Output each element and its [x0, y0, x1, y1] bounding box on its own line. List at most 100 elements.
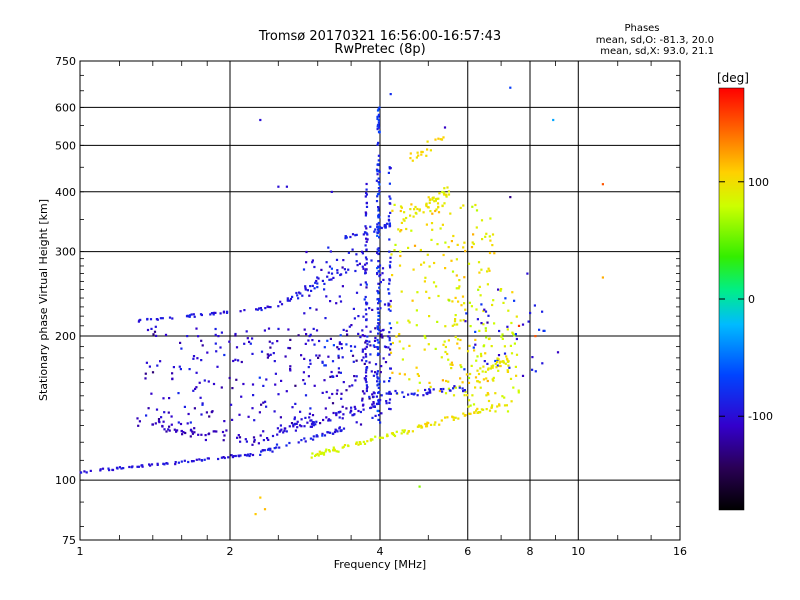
- echo-point: [349, 345, 353, 348]
- echo-point: [428, 265, 431, 268]
- echo-point: [360, 359, 364, 362]
- echo-point: [172, 366, 175, 369]
- echo-point: [260, 450, 263, 453]
- echo-point: [475, 209, 479, 212]
- echo-point: [437, 211, 441, 214]
- echo-point: [377, 214, 380, 217]
- echo-point: [365, 367, 368, 370]
- echo-point: [216, 365, 219, 368]
- echo-point: [333, 430, 337, 434]
- echo-point: [338, 416, 341, 419]
- echo-point: [464, 308, 467, 311]
- echo-point: [399, 250, 402, 253]
- echo-point: [377, 206, 380, 209]
- echo-point: [456, 323, 459, 326]
- echo-point: [203, 379, 206, 382]
- echo-point: [330, 267, 333, 270]
- echo-point: [325, 448, 328, 451]
- echo-point: [186, 335, 189, 338]
- echo-point: [354, 379, 357, 382]
- echo-point: [458, 279, 461, 282]
- echo-point: [365, 355, 368, 358]
- echo-point: [259, 118, 262, 122]
- echo-point: [353, 375, 356, 378]
- echo-point: [377, 311, 380, 314]
- echo-point: [492, 379, 495, 382]
- echo-point: [297, 334, 300, 337]
- echo-point: [316, 452, 319, 456]
- echo-point: [361, 397, 364, 400]
- echo-point: [444, 325, 447, 328]
- echo-point: [493, 322, 496, 325]
- echo-point: [273, 410, 276, 413]
- echo-point: [238, 436, 242, 439]
- echo-point: [201, 344, 204, 347]
- echo-point: [288, 425, 291, 428]
- echo-point: [417, 425, 421, 428]
- echo-point: [341, 446, 344, 449]
- echo-point: [486, 283, 489, 286]
- echo-point: [137, 465, 140, 468]
- echo-point: [429, 149, 432, 152]
- echo-point: [302, 268, 306, 271]
- echo-point: [514, 365, 517, 368]
- echo-point: [498, 329, 501, 333]
- echo-point: [316, 286, 319, 289]
- echo-point: [80, 471, 83, 474]
- echo-point: [394, 243, 397, 246]
- echo-point: [337, 356, 340, 359]
- echo-point: [389, 392, 392, 395]
- echo-point: [506, 328, 509, 331]
- echo-point: [386, 433, 389, 436]
- echo-point: [375, 200, 379, 203]
- echo-point: [397, 228, 400, 231]
- echo-point: [289, 367, 292, 371]
- echo-point: [365, 369, 368, 372]
- echo-point: [156, 318, 159, 321]
- echo-point: [497, 288, 500, 291]
- echo-point: [365, 191, 368, 194]
- echo-point: [486, 379, 489, 383]
- echo-point: [377, 228, 380, 231]
- echo-point: [444, 267, 447, 270]
- echo-point: [385, 346, 388, 349]
- echo-point: [457, 417, 460, 420]
- echo-point: [365, 182, 368, 186]
- echo-point: [474, 338, 477, 341]
- echo-point: [151, 371, 155, 374]
- echo-point: [376, 267, 379, 270]
- echo-point: [322, 453, 326, 456]
- echo-point: [431, 212, 434, 215]
- echo-point: [265, 378, 268, 381]
- echo-point: [163, 411, 166, 414]
- echo-point: [388, 278, 391, 281]
- echo-point: [364, 371, 368, 374]
- echo-point: [83, 470, 86, 473]
- echo-point: [377, 341, 380, 344]
- echo-point: [462, 390, 465, 393]
- echo-point: [454, 314, 457, 317]
- echo-point: [426, 140, 429, 143]
- echo-point: [320, 268, 323, 271]
- echo-point: [236, 436, 239, 439]
- echo-point: [330, 190, 333, 193]
- echo-point: [409, 157, 412, 160]
- echo-point: [195, 386, 198, 389]
- echo-point: [238, 413, 241, 416]
- echo-point: [381, 329, 384, 332]
- echo-point: [488, 269, 491, 272]
- echo-point: [377, 209, 380, 212]
- echo-point: [440, 138, 444, 141]
- echo-point: [506, 360, 509, 363]
- x-tick-label: 1: [77, 545, 84, 558]
- echo-point: [369, 406, 372, 410]
- echo-point: [453, 323, 456, 326]
- echo-point: [325, 261, 328, 264]
- echo-point: [389, 299, 392, 303]
- echo-point: [223, 420, 226, 423]
- echo-point: [338, 426, 341, 429]
- echo-point: [423, 334, 426, 338]
- echo-point: [399, 209, 402, 213]
- echo-point: [387, 335, 390, 338]
- echo-point: [501, 333, 504, 336]
